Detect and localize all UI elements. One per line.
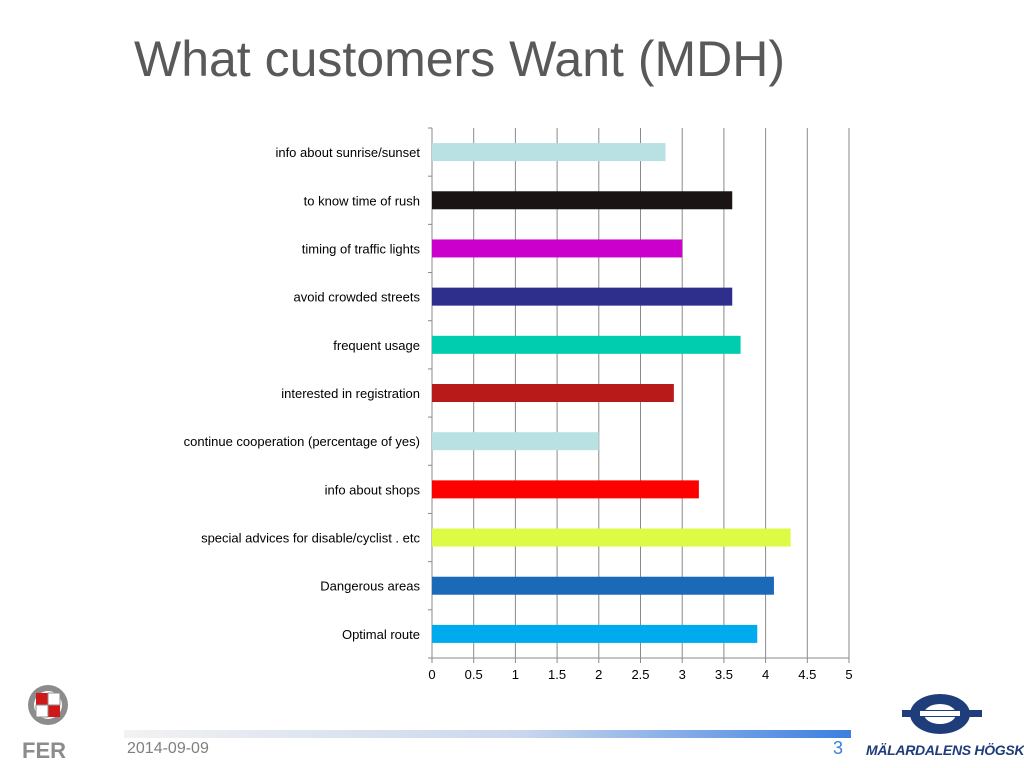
category-label: Optimal route [342,627,420,642]
category-label: frequent usage [333,338,420,353]
category-label: to know time of rush [304,193,420,208]
bar [432,528,791,547]
footer-bar [124,730,851,738]
x-tick-label: 2.5 [631,667,649,682]
bar [432,287,733,306]
x-tick-label: 4 [762,667,769,682]
category-label: Dangerous areas [320,579,420,594]
mdh-logo [862,686,1020,764]
page-number: 3 [833,738,844,758]
category-label: interested in registration [281,386,420,401]
bar [432,143,666,162]
category-label: timing of traffic lights [302,241,421,256]
x-tick-label: 2 [595,667,602,682]
slide-title: What customers Want (MDH) [134,31,786,87]
x-tick-label: 0.5 [465,667,483,682]
bar [432,432,599,451]
category-label: info about shops [325,482,421,497]
x-tick-label: 0 [428,667,435,682]
x-tick-label: 3 [679,667,686,682]
bar-chart: 0 0.5 1 1.5 2 2.5 3 3.5 4 4.5 5 info about sunrise/… [184,127,853,682]
bar [432,335,741,354]
bar [432,624,758,643]
bar [432,576,774,595]
bar [432,239,683,258]
fer-logo: FER [18,683,78,763]
mdh-logo-text: MÄLARDALENS HÖGSKOLA [866,742,1024,758]
x-tick-label: 1 [512,667,519,682]
bar [432,384,674,402]
x-tick-label: 1.5 [548,667,566,682]
category-label: special advices for disable/cyclist . et… [201,531,420,546]
category-label: info about sunrise/sunset [275,145,420,160]
bar [432,480,699,499]
x-tick-label: 3.5 [715,667,733,682]
category-label: avoid crowded streets [294,290,421,305]
bar [432,191,733,210]
category-label: continue cooperation (percentage of yes) [184,434,420,449]
fer-logo-text: FER [22,738,66,763]
x-tick-label: 4.5 [798,667,816,682]
x-tick-label: 5 [845,667,852,682]
footer-date: 2014-09-09 [127,740,209,757]
